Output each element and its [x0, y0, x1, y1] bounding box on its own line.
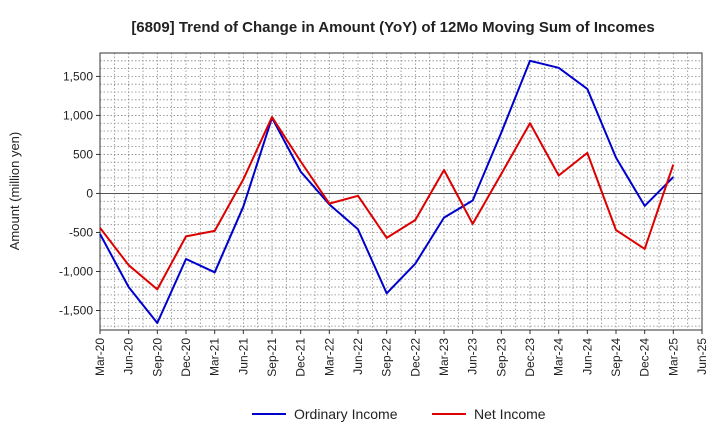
chart-title: [6809] Trend of Change in Amount (YoY) o… — [131, 19, 654, 36]
y-tick-label: 1,000 — [63, 108, 93, 122]
x-tick-label: Sep-23 — [494, 338, 508, 377]
x-tick-label: Sep-22 — [380, 338, 394, 377]
x-tick-label: Dec-24 — [638, 338, 652, 377]
x-tick-label: Jun-22 — [351, 338, 365, 375]
x-tick-label: Jun-24 — [580, 338, 594, 375]
x-tick-label: Dec-21 — [294, 338, 308, 377]
x-tick-label: Dec-22 — [408, 338, 422, 377]
x-tick-label: Jun-25 — [695, 338, 709, 375]
x-axis: Mar-20 Jun-20 Sep-20 Dec-20 Mar-21 Jun-21 Sep-… — [93, 330, 709, 377]
series-group — [99, 59, 675, 324]
legend-label: Ordinary Income — [294, 406, 398, 422]
x-tick-label: Dec-20 — [179, 338, 193, 377]
x-tick-label: Mar-23 — [437, 338, 451, 376]
y-axis-label: Amount (million yen) — [7, 132, 22, 251]
y-tick-label: 1,500 — [63, 69, 93, 83]
x-tick-label: Sep-24 — [609, 338, 623, 377]
y-tick-label: -500 — [69, 225, 93, 239]
x-tick-label: Sep-20 — [150, 338, 164, 377]
legend: Ordinary Income Net Income — [252, 406, 546, 422]
x-tick-label: Mar-22 — [322, 338, 336, 376]
y-axis: -1,500 -1,000 -500 0 500 1,000 1,500 — [59, 69, 100, 317]
y-tick-label: -1,500 — [59, 303, 93, 317]
x-tick-label: Mar-20 — [93, 338, 107, 376]
series-line-net-income — [99, 116, 675, 291]
grid — [99, 52, 703, 330]
x-tick-label: Jun-21 — [236, 338, 250, 375]
x-tick-label: Jun-20 — [122, 338, 136, 375]
y-tick-label: -1,000 — [59, 264, 93, 278]
plot-area — [99, 52, 703, 331]
x-tick-label: Dec-23 — [523, 338, 537, 377]
x-tick-label: Mar-25 — [666, 338, 680, 376]
x-tick-label: Sep-21 — [265, 338, 279, 377]
legend-label: Net Income — [474, 406, 546, 422]
x-tick-label: Jun-23 — [466, 338, 480, 375]
series-line-ordinary-income — [99, 59, 675, 324]
y-tick-label: 500 — [73, 147, 93, 161]
y-tick-label: 0 — [86, 186, 93, 200]
x-tick-label: Mar-21 — [208, 338, 222, 376]
x-tick-label: Mar-24 — [552, 338, 566, 376]
